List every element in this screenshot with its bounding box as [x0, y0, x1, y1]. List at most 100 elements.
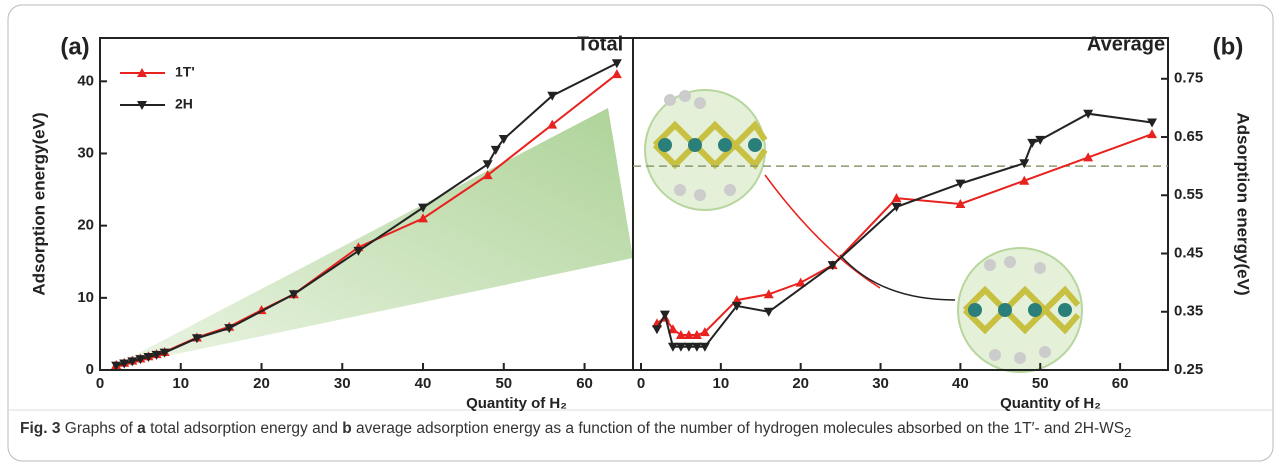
marker	[699, 327, 710, 337]
marker	[490, 145, 501, 155]
y-tick-label: 0.75	[1174, 70, 1203, 87]
arrow	[839, 254, 956, 301]
y-tick-label: 0	[86, 361, 94, 378]
marker	[353, 246, 364, 256]
inset-bottom	[957, 247, 1083, 373]
y-tick-label: 0.35	[1174, 303, 1203, 320]
caption-text: average adsorption energy as a function …	[351, 420, 1125, 437]
x-tick-label: 50	[495, 375, 512, 392]
legend-marker	[137, 68, 147, 77]
annotation: (a)	[60, 33, 89, 60]
shaded-region	[110, 108, 633, 368]
x-tick-label: 10	[712, 375, 729, 392]
marker	[611, 59, 622, 69]
marker	[1035, 135, 1046, 145]
marker	[667, 324, 678, 334]
legend-label: 2H	[175, 96, 193, 112]
marker	[418, 213, 429, 223]
figure-frame	[7, 4, 1274, 462]
marker	[667, 342, 678, 352]
y-tick-label: 30	[77, 144, 94, 161]
marker	[699, 342, 710, 352]
x-axis-label: Quantity of H₂	[466, 395, 567, 412]
marker	[224, 324, 235, 334]
caption-text: total adsorption energy and	[145, 420, 343, 437]
caption-text: 2	[1124, 425, 1132, 441]
caption-text: Graphs of	[60, 420, 138, 437]
marker	[731, 301, 742, 311]
x-tick-label: 50	[1032, 375, 1049, 392]
x-tick-label: 60	[576, 375, 593, 392]
marker	[675, 330, 686, 340]
marker	[1027, 138, 1038, 148]
inset-top	[644, 89, 768, 211]
arrow	[764, 174, 881, 289]
y-tick-label: 0.45	[1174, 244, 1203, 261]
marker	[955, 199, 966, 208]
marker	[891, 202, 902, 212]
x-tick-label: 30	[872, 375, 889, 392]
marker	[1083, 109, 1094, 119]
marker	[691, 342, 702, 352]
x-tick-label: 30	[334, 375, 351, 392]
x-tick-label: 40	[952, 375, 969, 392]
marker	[675, 342, 686, 352]
x-tick-label: 40	[415, 375, 432, 392]
plot-frame	[632, 37, 1169, 371]
marker	[827, 261, 838, 271]
x-axis-label: Quantity of H₂	[1000, 395, 1101, 412]
marker	[1019, 159, 1030, 169]
legend-marker	[137, 101, 147, 110]
caption-text: b	[342, 420, 352, 437]
marker	[418, 203, 429, 213]
x-tick-label: 60	[1112, 375, 1129, 392]
marker	[691, 330, 702, 340]
marker	[891, 193, 902, 203]
marker	[547, 91, 558, 101]
marker	[498, 135, 509, 145]
caption: Fig. 3 Graphs of a total adsorption ener…	[20, 418, 1260, 444]
x-tick-label: 10	[172, 375, 189, 392]
y-tick-label: 0.25	[1174, 361, 1203, 378]
y-tick-label: 10	[77, 289, 94, 306]
marker	[683, 330, 694, 340]
marker	[611, 69, 622, 79]
marker	[763, 307, 774, 317]
marker	[191, 334, 202, 344]
y-tick-label: 0.55	[1174, 186, 1203, 203]
x-tick-label: 20	[253, 375, 270, 392]
marker	[119, 359, 130, 369]
marker	[1147, 118, 1158, 128]
x-tick-label: 0	[637, 375, 645, 392]
marker	[795, 277, 806, 287]
y-tick-label: 20	[77, 217, 94, 234]
marker	[135, 355, 146, 365]
annotation: Total	[577, 33, 623, 55]
marker	[955, 179, 966, 189]
marker	[763, 289, 774, 299]
marker	[482, 160, 493, 170]
x-tick-label: 0	[96, 375, 104, 392]
y-tick-label: 0.65	[1174, 128, 1203, 145]
y-axis-label: Adsorption energy(eV)	[1234, 112, 1253, 295]
marker	[683, 342, 694, 352]
marker	[547, 119, 558, 129]
marker	[659, 310, 670, 320]
marker	[143, 353, 154, 363]
legend-label: 1T'	[175, 64, 195, 80]
marker	[1019, 175, 1030, 185]
y-axis-label: Adsorption energy(eV)	[29, 112, 48, 295]
marker	[288, 290, 299, 300]
marker	[127, 357, 138, 367]
annotation: (b)	[1213, 33, 1244, 60]
marker	[731, 295, 742, 305]
y-tick-label: 40	[77, 72, 94, 89]
annotation: Average	[1087, 33, 1165, 55]
x-tick-label: 20	[792, 375, 809, 392]
marker	[111, 361, 122, 371]
marker	[1083, 152, 1094, 162]
marker	[159, 348, 170, 358]
caption-text: a	[137, 420, 146, 437]
marker	[151, 350, 162, 360]
